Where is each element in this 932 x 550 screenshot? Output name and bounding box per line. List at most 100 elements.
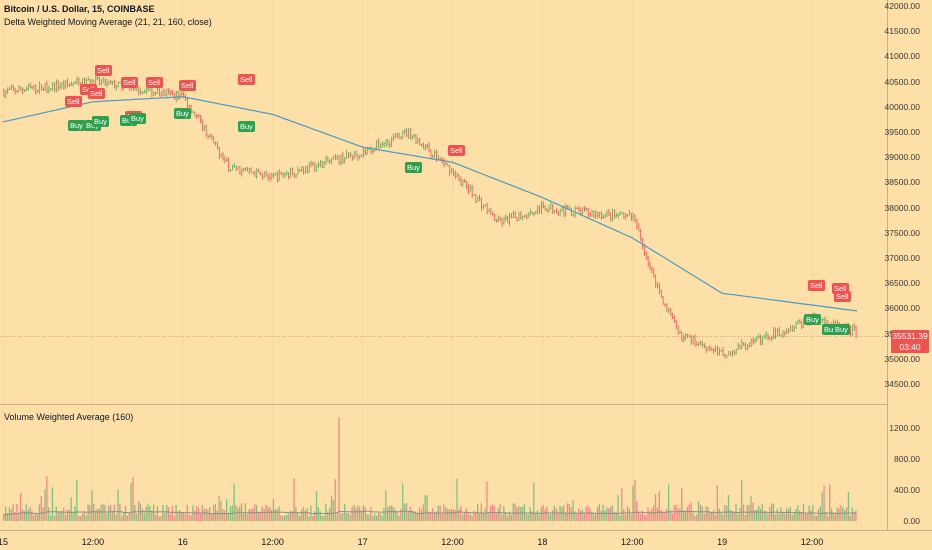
volume-axis-label: 400.00 [894,485,920,495]
volume-bar [651,508,653,521]
volume-bar [372,516,374,521]
volume-bar [334,479,336,521]
price-bar [405,128,408,138]
volume-bar [115,514,117,521]
volume-bar [529,506,531,521]
volume-legend[interactable]: Volume Weighted Average (160) [4,412,134,422]
price-bar [177,90,179,100]
volume-bar [27,509,29,521]
volume-bar [701,506,703,521]
price-bar [490,207,492,215]
price-bar [198,114,200,118]
price-bar [677,325,679,335]
price-bar [761,337,764,346]
volume-bar [173,516,175,521]
price-bar [707,346,709,351]
price-bar [480,197,483,212]
price-bar [737,342,739,350]
price-bar [686,333,689,339]
price-bar [267,173,269,181]
price-bar [205,124,207,138]
volume-bar [853,512,855,521]
volume-bar [445,507,447,521]
price-bar [772,326,775,340]
volume-bar [782,512,784,521]
volume-bar [306,507,308,521]
volume-bar [10,509,12,521]
price-bar [656,281,659,289]
volume-bar [714,515,717,521]
volume-bar [239,506,241,521]
price-bar [587,208,589,217]
price-bar [372,148,374,155]
price-bar [630,212,633,221]
volume-bar [216,510,218,521]
time-axis-label: 12:00 [620,537,644,547]
volume-bar [280,515,282,521]
price-bar [559,209,561,217]
volume-bar [767,514,769,521]
buy-signal-marker: Buy [68,120,85,131]
price-bar [666,303,668,312]
volume-bar [679,508,681,521]
volume-bar [512,503,514,521]
volume-bar [16,504,18,521]
volume-bar [463,511,466,521]
volume-bar [261,506,263,521]
price-bar [536,205,539,215]
price-bar [59,83,61,90]
price-bar [212,136,215,144]
price-bar [621,211,623,214]
volume-bar [31,511,33,521]
volume-bar [838,508,840,521]
volume-bar [377,513,379,521]
volume-bar [299,515,301,521]
volume-bar [784,513,786,521]
price-bar [259,172,262,176]
price-bar [801,320,803,330]
price-bar [420,143,423,147]
volume-bar [145,506,147,521]
volume-bar [336,513,338,521]
time-axis-label: 12:00 [441,537,464,547]
price-bar [557,210,559,216]
price-bar [61,82,63,89]
price-bar [419,138,421,146]
price-bar [722,347,724,357]
volume-bar [18,512,20,521]
volume-bar [527,514,529,521]
volume-bar [12,504,14,521]
price-bar [66,78,69,88]
price-bar [389,141,391,149]
indicator-legend[interactable]: Delta Weighted Moving Average (21, 21, 1… [4,17,212,27]
volume-bar [162,505,164,521]
price-bar [38,81,41,95]
volume-bar [452,509,454,521]
price-bar [503,216,505,225]
volume-bar [6,513,9,521]
volume-bar [538,514,541,521]
price-bar [147,87,149,92]
price-bar [284,172,286,179]
delta-weighted-moving-average-line [2,96,858,312]
volume-bar [426,495,428,521]
volume-bar [418,507,421,521]
price-bar [430,149,432,159]
volume-bar [696,514,698,521]
price-bar [209,133,211,137]
volume-bar [596,507,599,521]
price-bar [462,179,464,188]
price-bar [308,161,310,173]
price-bar [754,337,756,344]
price-axis-label: 39500.00 [884,127,920,137]
volume-bar [673,505,675,521]
volume-bar [699,504,702,521]
price-bar [237,166,239,170]
volume-bar [606,507,608,521]
price-bar [117,81,119,88]
price-bar [14,87,16,95]
volume-bar [506,516,509,521]
volume-bar [342,513,344,521]
